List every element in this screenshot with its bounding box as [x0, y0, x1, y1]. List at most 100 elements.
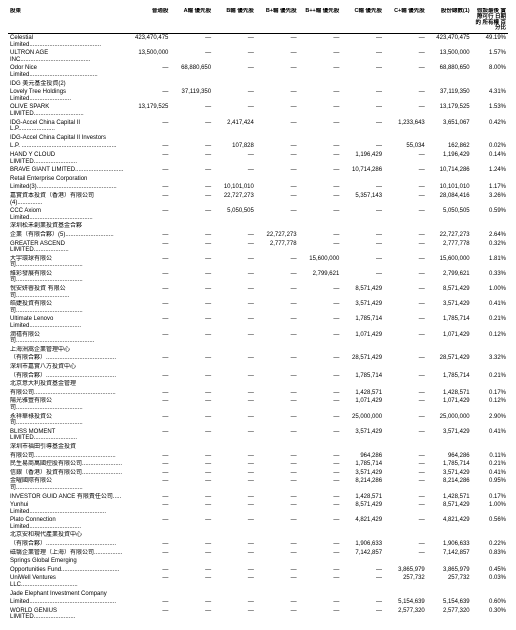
- cell-bpp: —: [299, 183, 342, 192]
- table-row: 企業（有限合夥）(5).............................…: [8, 231, 508, 240]
- cell-a: —: [170, 142, 213, 151]
- cell-bpp: —: [299, 460, 342, 469]
- name: IDG 美元基金投資(2): [8, 80, 126, 89]
- table-row: 上海洲嵩企業管理中心: [8, 346, 508, 355]
- cell-b: —: [213, 315, 256, 330]
- cell-bp: [256, 175, 299, 184]
- cell-pct: 8.00%: [472, 64, 508, 79]
- cell-b: —: [213, 452, 256, 461]
- name: 民生易商萬國控股有限公司........................: [8, 460, 126, 469]
- cell-cp: —: [384, 493, 427, 502]
- table-row: 潤禧有限公司..................................…: [8, 331, 508, 346]
- cell-b: —: [213, 240, 256, 255]
- table-row: ULTRON AGE INC..........................…: [8, 49, 508, 64]
- table-row: 金曜國際有限公司................................…: [8, 477, 508, 492]
- cell-b: —: [213, 389, 256, 398]
- cell-ord: —: [126, 231, 171, 240]
- hdr-b: B輪 優先股: [213, 8, 256, 34]
- cell-a: —: [170, 413, 213, 428]
- cell-cp: —: [384, 88, 427, 103]
- cell-ord: —: [126, 119, 171, 134]
- cell-ord: —: [126, 493, 171, 502]
- cell-pct: [472, 346, 508, 355]
- cell-ord: —: [126, 151, 171, 166]
- name: 深圳市福田引導基金投資: [8, 443, 126, 452]
- cell-c: —: [341, 64, 384, 79]
- cell-a: [170, 380, 213, 389]
- cell-c: —: [341, 574, 384, 589]
- cell-c: —: [341, 49, 384, 64]
- table-row: 有限公司....................................…: [8, 389, 508, 398]
- cell-bp: 2,777,778: [256, 240, 299, 255]
- cell-bp: —: [256, 192, 299, 207]
- cell-b: 2,417,424: [213, 119, 256, 134]
- table-row: Retail Enterprise Corporation: [8, 175, 508, 184]
- name: Limited.................................…: [8, 598, 126, 607]
- name: 陽光雅豐有限公司................................…: [8, 397, 126, 412]
- cell-cp: [384, 134, 427, 143]
- cell-b: —: [213, 270, 256, 285]
- cell-bp: —: [256, 501, 299, 516]
- cell-ord: —: [126, 452, 171, 461]
- cell-bpp: —: [299, 103, 342, 118]
- cell-bp: —: [256, 566, 299, 575]
- name: 企業（有限合夥）(5).............................: [8, 231, 126, 240]
- cell-c: 28,571,429: [341, 354, 384, 363]
- hdr-tot: 股份總數(1): [427, 8, 472, 34]
- cell-bpp: —: [299, 151, 342, 166]
- cell-ord: —: [126, 300, 171, 315]
- cell-bp: —: [256, 413, 299, 428]
- cell-c: —: [341, 240, 384, 255]
- cell-ord: —: [126, 142, 171, 151]
- cell-bp: —: [256, 493, 299, 502]
- cell-b: [213, 222, 256, 231]
- cell-c: —: [341, 183, 384, 192]
- cell-b: —: [213, 255, 256, 270]
- cell-a: [170, 134, 213, 143]
- cell-tot: [427, 363, 472, 372]
- name: 有限公司....................................…: [8, 389, 126, 398]
- cell-a: [170, 590, 213, 599]
- name: 深圳市嘉實八方投資中心: [8, 363, 126, 372]
- cell-bpp: —: [299, 607, 342, 622]
- cell-bpp: —: [299, 354, 342, 363]
- cell-c: [341, 222, 384, 231]
- cell-a: —: [170, 389, 213, 398]
- table-row: CCC Axiom Limited.......................…: [8, 207, 508, 222]
- cell-c: 1,906,633: [341, 540, 384, 549]
- cell-tot: 8,571,429: [427, 501, 472, 516]
- cell-c: —: [341, 607, 384, 622]
- cell-pct: 0.30%: [472, 607, 508, 622]
- cell-a: —: [170, 49, 213, 64]
- cell-ord: [126, 175, 171, 184]
- cell-b: —: [213, 166, 256, 175]
- cell-a: —: [170, 452, 213, 461]
- cell-ord: —: [126, 285, 171, 300]
- cell-c: 1,785,714: [341, 372, 384, 381]
- cell-bp: —: [256, 428, 299, 443]
- cell-pct: 0.41%: [472, 469, 508, 478]
- cell-c: [341, 380, 384, 389]
- cell-ord: 13,500,000: [126, 49, 171, 64]
- cell-ord: 423,470,475: [126, 34, 171, 50]
- cell-pct: [472, 363, 508, 372]
- table-row: Ultimate Lenovo Limited.................…: [8, 315, 508, 330]
- cell-ord: [126, 222, 171, 231]
- table-row: 磁翳企業管理（上海）有限公司.................—————7,14…: [8, 549, 508, 558]
- cell-bp: —: [256, 119, 299, 134]
- cell-a: —: [170, 460, 213, 469]
- name: GREATER ASCEND LIMITED..................…: [8, 240, 126, 255]
- cell-bpp: —: [299, 300, 342, 315]
- cell-a: —: [170, 540, 213, 549]
- cell-bpp: —: [299, 64, 342, 79]
- name: Opportunities Fund......................…: [8, 566, 126, 575]
- cell-pct: 0.17%: [472, 389, 508, 398]
- cell-ord: —: [126, 64, 171, 79]
- cell-tot: 3,571,429: [427, 469, 472, 478]
- cell-bp: —: [256, 540, 299, 549]
- cell-c: —: [341, 103, 384, 118]
- cell-c: —: [341, 88, 384, 103]
- name: （有限合夥）..................................…: [8, 354, 126, 363]
- name: CCC Axiom Limited.......................…: [8, 207, 126, 222]
- cell-b: —: [213, 501, 256, 516]
